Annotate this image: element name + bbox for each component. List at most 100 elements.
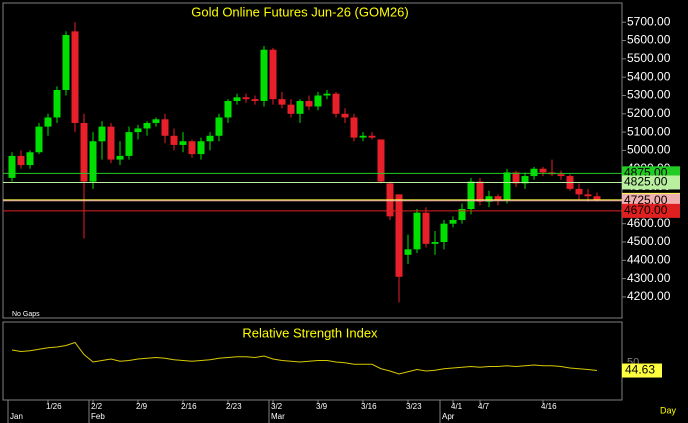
candle-body: [8, 155, 16, 178]
candle-body: [251, 99, 259, 101]
x-tick-label: 1/26: [46, 402, 62, 411]
candle-body: [107, 126, 115, 160]
candle-body: [188, 141, 196, 155]
candle-body: [413, 212, 421, 250]
candle-body: [224, 100, 232, 118]
level-label: 4670.00: [624, 203, 668, 217]
level-box: [622, 175, 680, 190]
candle-body: [575, 188, 583, 195]
candle-body: [539, 168, 547, 173]
candle-body: [422, 212, 430, 244]
candle-body: [71, 31, 79, 123]
candle-body: [206, 135, 214, 142]
x-tick-label: 3/2: [271, 402, 283, 411]
candle-body: [233, 97, 241, 101]
x-tick-label: 2/9: [136, 402, 148, 411]
candle-body: [350, 117, 358, 138]
candle-body: [593, 196, 601, 200]
candle-body: [323, 93, 331, 96]
candle-body: [179, 141, 187, 145]
candle-body: [503, 172, 511, 200]
note: No Gaps: [12, 311, 40, 318]
x-tick-label: 2/2: [91, 402, 103, 411]
candle-body: [485, 196, 493, 202]
candle-body: [98, 126, 106, 142]
y-tick-label: 5700.00: [627, 14, 671, 28]
month-label: Jan: [10, 412, 23, 421]
candle-body: [314, 95, 322, 107]
candle-body: [584, 194, 592, 197]
candle-body: [296, 100, 304, 114]
candle-body: [359, 135, 367, 138]
candle-body: [467, 181, 475, 210]
candle-body: [134, 128, 142, 133]
candle-body: [557, 174, 565, 177]
candle-body: [17, 155, 25, 166]
y-tick-label: 4400.00: [627, 252, 671, 266]
candle-body: [116, 155, 124, 160]
candle-body: [53, 89, 61, 118]
candle-body: [269, 49, 277, 100]
y-tick-label: 4600.00: [627, 216, 671, 230]
candle-body: [494, 196, 502, 200]
month-label: Feb: [91, 412, 105, 421]
candle-body: [368, 135, 376, 138]
x-tick-label: 3/23: [406, 402, 422, 411]
candle-body: [341, 113, 349, 118]
candle-body: [521, 176, 529, 184]
candle-body: [278, 99, 286, 105]
candle-body: [35, 126, 43, 153]
x-tick-label: 4/1: [451, 402, 463, 411]
candle-body: [440, 223, 448, 242]
y-tick-label: 5000.00: [627, 143, 671, 157]
x-tick-label: 2/23: [226, 402, 242, 411]
candle-body: [458, 209, 466, 221]
candle-body: [143, 122, 151, 129]
main-panel: [2, 2, 623, 319]
x-tick-label: 4/7: [478, 402, 490, 411]
level-box: [622, 203, 680, 218]
y-tick-label: 5500.00: [627, 51, 671, 65]
candle-body: [197, 141, 205, 155]
candle-body: [332, 93, 340, 114]
rsi-title: Relative Strength Index: [242, 325, 378, 340]
candle-body: [242, 97, 250, 100]
candle-body: [44, 117, 52, 127]
rsi-value-label: 44.63: [625, 363, 655, 377]
y-tick-label: 5200.00: [627, 106, 671, 120]
month-label: Mar: [271, 412, 285, 421]
candle-body: [305, 100, 313, 107]
candle-body: [287, 104, 295, 114]
chart-title: Gold Online Futures Jun-26 (GOM26): [191, 4, 408, 19]
y-tick-label: 5600.00: [627, 33, 671, 47]
candle-body: [152, 119, 160, 123]
candle-body: [161, 119, 169, 136]
y-tick-label: 4300.00: [627, 271, 671, 285]
candle-body: [395, 194, 403, 277]
candle-body: [449, 220, 457, 224]
candle-body: [431, 241, 439, 244]
x-tick-label: 2/16: [181, 402, 197, 411]
rsi-line: [11, 341, 598, 375]
level-label: 4725.00: [624, 193, 668, 207]
candle-body: [62, 35, 70, 90]
candle-body: [260, 49, 268, 101]
y-tick-label: 5100.00: [627, 124, 671, 138]
level-label: 4825.00: [624, 175, 668, 189]
rsi-value-box: [622, 363, 662, 378]
y-tick-label: 5400.00: [627, 69, 671, 83]
candle-body: [26, 152, 34, 166]
candle-body: [377, 139, 385, 182]
candle-body: [530, 168, 538, 177]
candle-body: [89, 141, 97, 182]
x-tick-label: 4/16: [541, 402, 557, 411]
candle-body: [80, 122, 88, 182]
y-tick-label: 4200.00: [627, 289, 671, 303]
candle-body: [476, 181, 484, 202]
candle-body: [512, 172, 520, 184]
candle-body: [170, 135, 178, 145]
candle-body: [404, 249, 412, 255]
candle-body: [215, 117, 223, 136]
x-tick-label: 3/16: [361, 402, 377, 411]
